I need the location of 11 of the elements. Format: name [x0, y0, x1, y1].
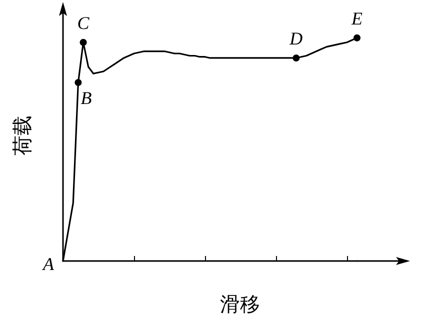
point	[292, 54, 300, 62]
y-axis-title: 荷载	[12, 116, 34, 156]
annotation: B	[80, 88, 92, 108]
point	[80, 38, 87, 46]
annotation: D	[288, 28, 303, 48]
x-axis-title: 滑移	[220, 294, 260, 316]
text: A	[43, 254, 54, 274]
annotation: E	[350, 8, 362, 28]
point	[74, 79, 82, 86]
point	[354, 34, 360, 42]
annotation: C	[77, 12, 90, 33]
